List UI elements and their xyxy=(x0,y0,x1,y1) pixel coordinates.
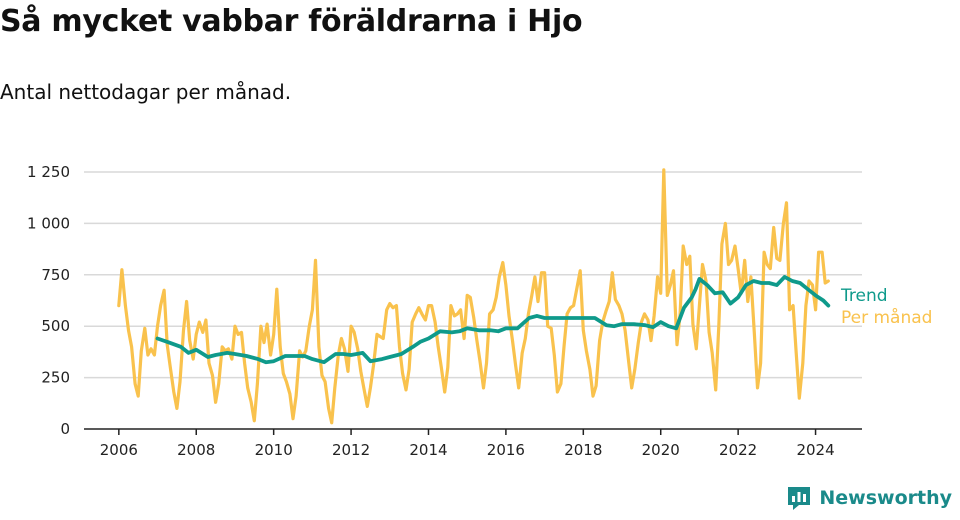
x-tick-label: 2018 xyxy=(564,441,602,459)
newsworthy-logo-icon xyxy=(788,487,811,510)
x-tick-label: 2016 xyxy=(487,441,525,459)
y-tick-label: 1 250 xyxy=(27,163,70,181)
y-tick-label: 250 xyxy=(41,369,70,387)
x-tick-label: 2022 xyxy=(719,441,757,459)
y-tick-label: 500 xyxy=(41,317,70,335)
x-tick-label: 2020 xyxy=(642,441,680,459)
series-line-per-manad xyxy=(117,168,830,425)
brand-name: Newsworthy xyxy=(819,487,952,509)
x-tick-label: 2010 xyxy=(255,441,293,459)
chart-title: Så mycket vabbar föräldrarna i Hjo xyxy=(0,4,583,39)
y-axis: 0 250 500 750 1 000 1 250 xyxy=(27,163,70,438)
legend-label-per-manad: Per månad xyxy=(841,307,932,328)
x-tick-label: 2006 xyxy=(100,441,138,459)
brand-logo: Newsworthy xyxy=(785,484,952,512)
x-tick-label: 2024 xyxy=(796,441,834,459)
y-tick-label: 0 xyxy=(60,420,70,438)
y-tick-label: 1 000 xyxy=(27,214,70,232)
x-tick-label: 2012 xyxy=(332,441,370,459)
x-tick-label: 2008 xyxy=(177,441,215,459)
chart-subtitle: Antal nettodagar per månad. xyxy=(0,80,292,104)
y-tick-label: 750 xyxy=(41,266,70,284)
x-axis: 2006 2008 2010 2012 2014 2016 2018 2020 2022 2024 xyxy=(84,428,862,459)
series-line-trend xyxy=(155,274,831,365)
series-lines xyxy=(117,168,831,425)
x-tick-label: 2014 xyxy=(409,441,447,459)
legend-label-trend: Trend xyxy=(840,286,888,306)
